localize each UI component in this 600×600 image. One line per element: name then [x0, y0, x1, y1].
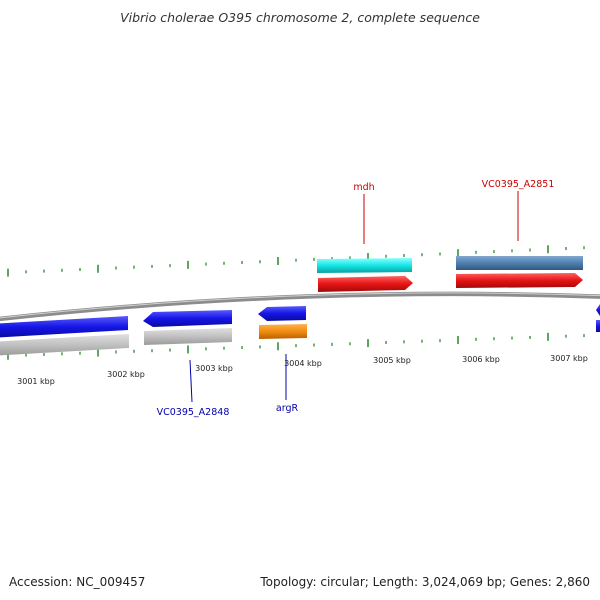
orange-gene-argr[interactable] [259, 324, 307, 339]
kbp-label-3001: 3001 kbp [17, 377, 55, 386]
accession-text: Accession: NC_009457 [9, 575, 145, 589]
red-cds-vc2851[interactable] [456, 273, 583, 288]
kbp-label-3006: 3006 kbp [462, 355, 500, 364]
gray-gene-b[interactable] [144, 328, 232, 345]
cyan-gene-mdh[interactable] [317, 258, 412, 273]
kbp-label-3005: 3005 kbp [373, 356, 411, 365]
kbp-label-3003: 3003 kbp [195, 364, 233, 373]
red-cds-mdh[interactable] [318, 276, 413, 292]
blue-cds-vc2848[interactable] [143, 310, 232, 327]
blue-cds-a[interactable] [0, 316, 128, 338]
blue-cds-edge-b[interactable] [596, 320, 600, 332]
kbp-label-3004: 3004 kbp [284, 359, 322, 368]
topology-stats: Topology: circular; Length: 3,024,069 bp… [260, 575, 590, 589]
vc2848-leader [190, 360, 192, 402]
vc2848-label: VC0395_A2848 [157, 407, 230, 418]
gray-gene-a[interactable] [0, 334, 129, 356]
blue-cds-edge[interactable] [596, 304, 600, 316]
argr-label: argR [276, 403, 299, 414]
vc2851-label: VC0395_A2851 [482, 179, 555, 190]
steel-gene-vc2851[interactable] [456, 256, 583, 270]
kbp-label-3007: 3007 kbp [550, 354, 588, 363]
kbp-label-3002: 3002 kbp [107, 370, 145, 379]
mdh-label: mdh [353, 182, 374, 193]
blue-cds-argr[interactable] [258, 306, 306, 321]
